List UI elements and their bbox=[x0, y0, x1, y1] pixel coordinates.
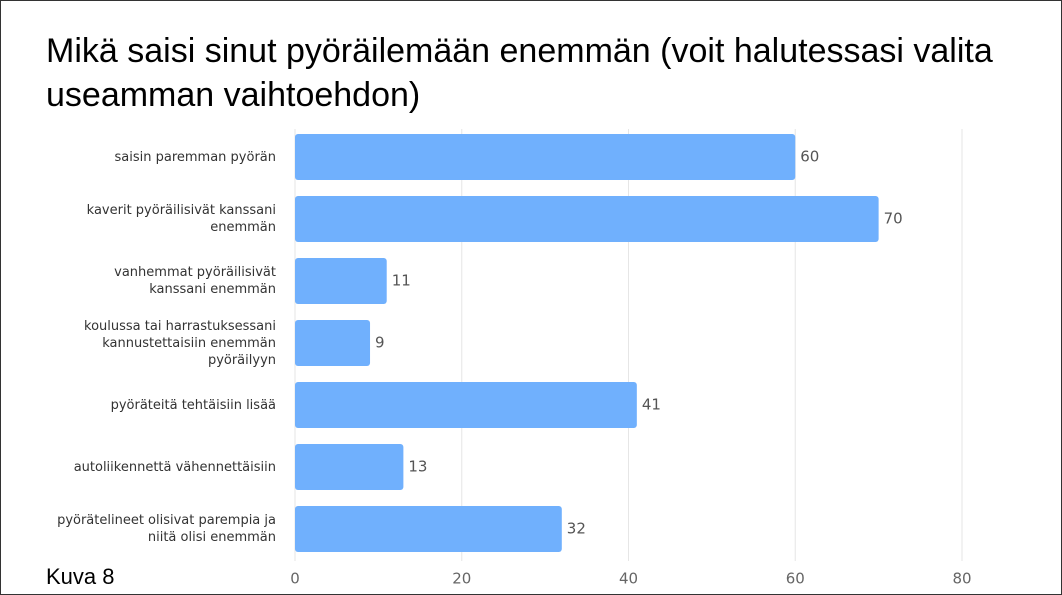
value-label: 9 bbox=[375, 334, 385, 352]
x-tick-label: 60 bbox=[786, 570, 805, 588]
x-tick-label: 0 bbox=[290, 570, 300, 588]
bar bbox=[295, 258, 387, 304]
x-tick-label: 20 bbox=[452, 570, 471, 588]
value-label: 11 bbox=[392, 272, 411, 290]
bar bbox=[295, 506, 562, 552]
category-label: koulussa tai harrastuksessani kannustett… bbox=[84, 318, 276, 368]
x-tick-label: 40 bbox=[619, 570, 638, 588]
value-label: 32 bbox=[567, 520, 586, 538]
bar bbox=[295, 444, 404, 490]
value-label: 60 bbox=[800, 148, 819, 166]
bar bbox=[295, 196, 879, 242]
category-label: autoliikennettä vähennettäisiin bbox=[73, 459, 276, 475]
value-label: 13 bbox=[408, 458, 427, 476]
bar bbox=[295, 134, 796, 180]
value-label: 41 bbox=[642, 396, 661, 414]
category-label: pyörätelineet olisivat parempia ja niitä… bbox=[57, 513, 276, 545]
x-tick-label: 80 bbox=[952, 570, 971, 588]
category-label: kaverit pyöräilisivät kanssani enemmän bbox=[86, 203, 276, 235]
category-label: vanhemmat pyöräilisivät kanssani enemmän bbox=[114, 265, 276, 297]
caption: Kuva 8 bbox=[46, 564, 115, 589]
category-label: saisin paremman pyörän bbox=[114, 149, 277, 165]
bar bbox=[295, 382, 637, 428]
value-label: 70 bbox=[884, 210, 903, 228]
chart-title: Mikä saisi sinut pyöräilemään enemmän (v… bbox=[46, 32, 993, 114]
category-label: pyöräteitä tehtäisiin lisää bbox=[110, 397, 276, 413]
bar bbox=[295, 320, 371, 366]
